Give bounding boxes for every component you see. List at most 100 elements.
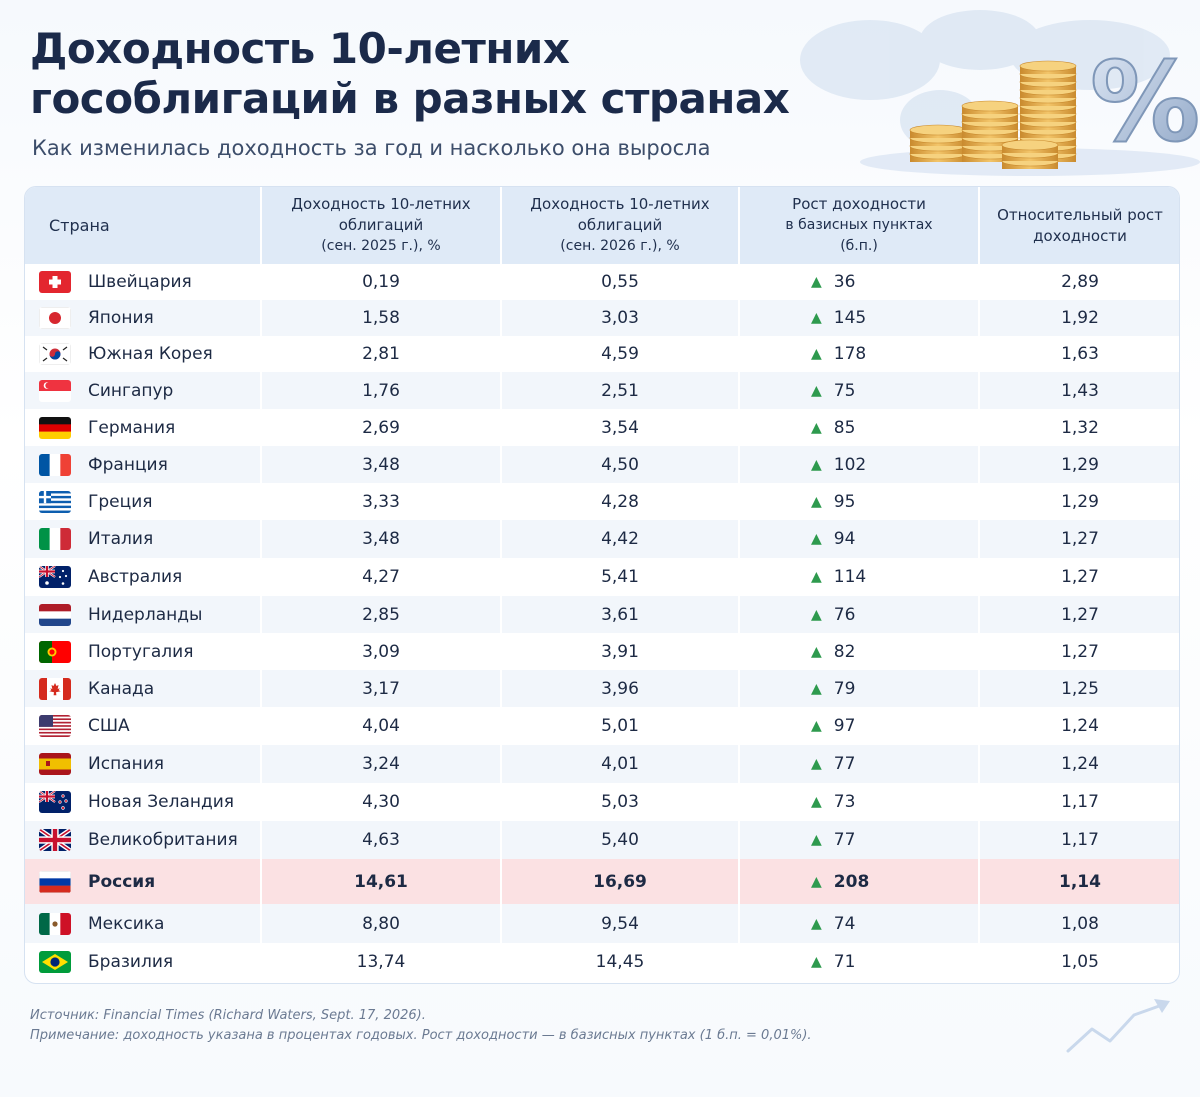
up-arrow-icon: ▲: [811, 493, 822, 510]
country-cell: Испания: [25, 745, 261, 783]
yield-2026-cell: 3,61: [601, 604, 639, 625]
header-bp-growth-l1: Рост доходности: [792, 195, 926, 213]
flag-es-icon: [39, 753, 71, 775]
yield-2025-cell: 4,04: [362, 716, 400, 736]
relative-growth-cell: 1,08: [1061, 913, 1099, 934]
up-arrow-icon: ▲: [811, 873, 822, 890]
flag-pt-icon: [39, 640, 71, 663]
header-relative-growth-l2: доходности: [1033, 226, 1127, 245]
yield-2025-cell: 4,30: [362, 792, 400, 812]
relative-growth-cell: 1,25: [1061, 678, 1099, 699]
bp-growth-cell: ▲ 75: [739, 372, 979, 409]
table-row: Великобритания 4,63 5,40 ▲ 77 1,17: [25, 821, 1179, 859]
relative-growth-cell: 1,24: [1061, 754, 1099, 774]
country-name: Великобритания: [88, 830, 238, 850]
yield-2026-cell: 14,45: [595, 952, 645, 972]
yield-2025-cell: 4,63: [362, 830, 400, 850]
country-name: Италия: [88, 529, 154, 549]
yield-2026-cell: 3,54: [601, 417, 639, 438]
flag-gr-icon: [39, 490, 71, 513]
column-divider: [738, 187, 740, 983]
table-row: Швейцария 0,19 0,55 ▲ 36 2,89: [25, 264, 1179, 300]
bp-growth-cell: ▲ 85: [739, 409, 979, 446]
bp-growth-value: 73: [833, 792, 856, 812]
yield-2026-cell: 4,50: [601, 454, 639, 475]
country-name: Япония: [88, 308, 154, 328]
table-row: Япония 1,58 3,03 ▲ 145 1,92: [25, 300, 1179, 336]
up-arrow-icon: ▲: [811, 794, 822, 810]
bp-growth-cell: ▲ 97: [739, 707, 979, 745]
country-cell: Бразилия: [25, 943, 261, 981]
table-header: Страна Доходность 10-летних облигаций (с…: [25, 187, 1179, 264]
yield-2025-cell: 1,58: [362, 308, 400, 328]
yield-2025-cell: 8,80: [362, 913, 400, 934]
country-cell: Нидерланды: [25, 596, 261, 633]
bp-growth-cell: ▲ 77: [739, 821, 979, 859]
country-cell: Мексика: [25, 904, 261, 943]
header-yield-2025-l2: облигаций: [338, 216, 424, 234]
yield-2025-cell: 3,33: [362, 491, 400, 512]
column-divider: [500, 187, 502, 983]
bp-growth-value: 94: [833, 529, 856, 549]
title-line-1: Доходность 10-летних: [30, 24, 570, 73]
yield-2025-cell: 0,19: [362, 272, 400, 292]
relative-growth-cell: 1,14: [1059, 871, 1101, 892]
bp-growth-value: 85: [833, 417, 856, 438]
bp-growth-value: 76: [833, 604, 856, 625]
table-row: Новая Зеландия 4,30 5,03 ▲ 73 1,17: [25, 783, 1179, 821]
relative-growth-cell: 1,17: [1061, 792, 1099, 812]
bp-growth-value: 36: [833, 272, 856, 292]
up-arrow-icon: ▲: [811, 274, 822, 290]
country-cell: США: [25, 707, 261, 745]
title-line-2: гособлигаций в разных странах: [30, 74, 790, 123]
up-arrow-icon: ▲: [811, 531, 822, 547]
bp-growth-value: 97: [833, 716, 856, 736]
yield-2026-cell: 0,55: [601, 272, 639, 292]
relative-growth-cell: 1,05: [1061, 952, 1099, 972]
header-relative-growth-l1: Относительный рост: [997, 205, 1163, 224]
country-cell: Россия: [25, 859, 261, 904]
country-cell: Австралия: [25, 558, 261, 596]
up-arrow-icon: ▲: [811, 419, 822, 436]
bp-growth-cell: ▲ 77: [739, 745, 979, 783]
flag-ch-icon: [39, 271, 71, 293]
bp-growth-cell: ▲ 71: [739, 943, 979, 981]
table-row: Испания 3,24 4,01 ▲ 77 1,24: [25, 745, 1179, 783]
relative-growth-cell: 1,17: [1061, 830, 1099, 850]
bp-growth-cell: ▲ 73: [739, 783, 979, 821]
header-country: Страна: [49, 216, 110, 235]
footnote-source: Источник: Financial Times (Richard Water…: [30, 1008, 426, 1023]
up-arrow-icon: ▲: [811, 718, 822, 734]
relative-growth-cell: 1,43: [1061, 380, 1099, 401]
up-arrow-icon: ▲: [811, 456, 822, 473]
country-name: США: [88, 716, 130, 736]
header-yield-2026-l3: (сен. 2026 г.), %: [560, 238, 680, 254]
relative-growth-cell: 2,89: [1061, 272, 1099, 292]
yield-2025-cell: 2,85: [362, 604, 400, 625]
bp-growth-value: 77: [833, 754, 856, 774]
yield-2026-cell: 5,40: [601, 830, 639, 850]
flag-br-icon: [39, 951, 71, 973]
up-arrow-icon: ▲: [811, 680, 822, 697]
yield-2026-cell: 4,28: [601, 491, 639, 512]
table-row: Италия 3,48 4,42 ▲ 94 1,27: [25, 520, 1179, 558]
bp-growth-cell: ▲ 36: [739, 264, 979, 300]
country-name: Новая Зеландия: [88, 792, 235, 812]
trend-arrow-icon: [1066, 999, 1170, 1053]
flag-ca-icon: [39, 677, 71, 700]
bp-growth-value: 75: [833, 380, 856, 401]
country-cell: Франция: [25, 446, 261, 483]
bp-growth-cell: ▲ 74: [739, 904, 979, 943]
country-cell: Канада: [25, 670, 261, 707]
relative-growth-cell: 1,27: [1061, 641, 1099, 662]
country-name: Бразилия: [88, 952, 174, 972]
table-row: Мексика 8,80 9,54 ▲ 74 1,08: [25, 904, 1179, 943]
bp-growth-value: 77: [833, 830, 856, 850]
yield-2026-cell: 4,42: [601, 529, 639, 549]
svg-text:%: %: [1090, 38, 1200, 166]
bp-growth-value: 208: [833, 871, 870, 892]
coin-stacks-icon: [909, 60, 1077, 169]
bp-growth-cell: ▲ 95: [739, 483, 979, 520]
flag-kr-icon: [39, 343, 71, 365]
up-arrow-icon: ▲: [811, 569, 822, 585]
